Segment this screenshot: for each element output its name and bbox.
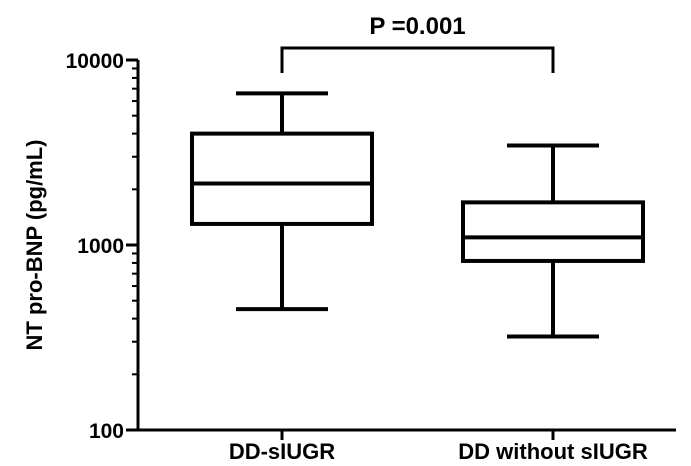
bracket-line [280,46,555,73]
x-tick-label: DD without sIUGR [458,439,648,464]
y-tick-label: 10000 [66,50,124,73]
iqr-box [190,131,374,226]
box-1 [190,91,374,312]
box-2 [461,143,645,339]
y-axis-ticks: 100 1000 10000 [66,50,138,443]
x-axis-ticks: DD-sIUGR DD without sIUGR [229,430,648,464]
box-series [190,91,645,339]
iqr-box [461,200,645,263]
p-value-annotation: P =0.001 [369,13,465,40]
significance-bracket: P =0.001 [280,13,555,73]
x-tick-label: DD-sIUGR [229,439,335,464]
y-tick-label: 1000 [77,235,124,258]
y-tick-label: 100 [89,420,124,443]
y-axis-label: NT pro-BNP (pg/mL) [22,139,47,350]
